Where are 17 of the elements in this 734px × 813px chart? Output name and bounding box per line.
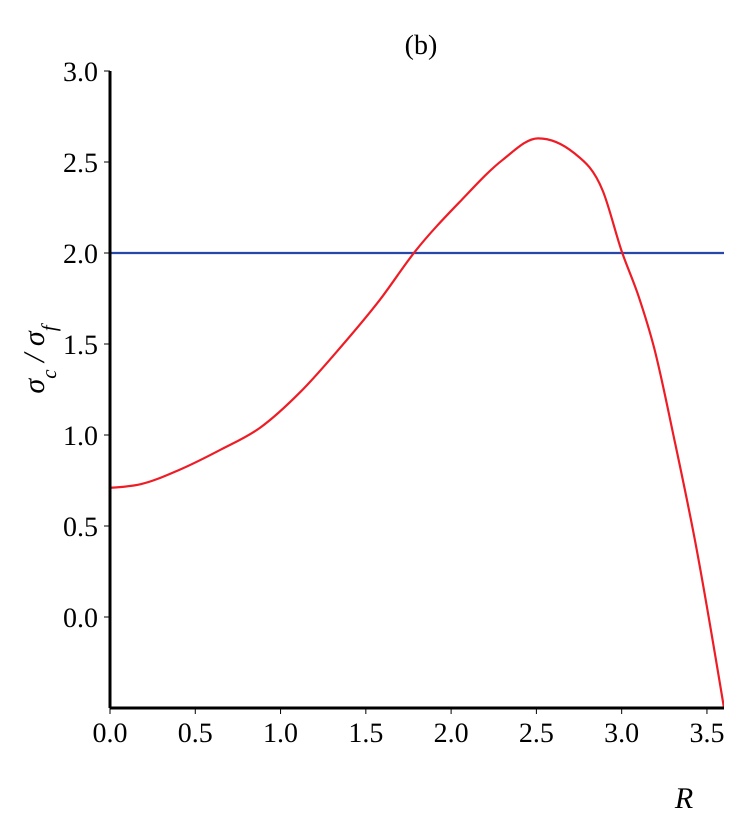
y-tick-label: 1.0 — [63, 420, 98, 452]
x-tick-label: 2.0 — [434, 718, 469, 749]
x-tick-label: 1.0 — [263, 718, 298, 749]
y-tick-label: 2.5 — [63, 148, 98, 179]
y-tick-label: 1.5 — [63, 330, 98, 361]
y-tick-label: 3.0 — [63, 56, 98, 88]
y-tick-label: 0.0 — [63, 602, 98, 634]
x-tick-label: 0.5 — [178, 718, 213, 749]
x-tick-label: 0.0 — [92, 718, 128, 749]
x-tick-label: 2.5 — [518, 718, 554, 749]
chart-title: (b) — [404, 30, 438, 62]
x-axis-title: R — [674, 782, 694, 813]
y-tick-label: 0.5 — [63, 512, 98, 543]
x-tick-label: 3.0 — [604, 718, 640, 749]
x-tick-label: 3.5 — [689, 718, 724, 749]
y-tick-label: 2.0 — [63, 238, 98, 270]
x-tick-label: 1.5 — [348, 718, 384, 749]
